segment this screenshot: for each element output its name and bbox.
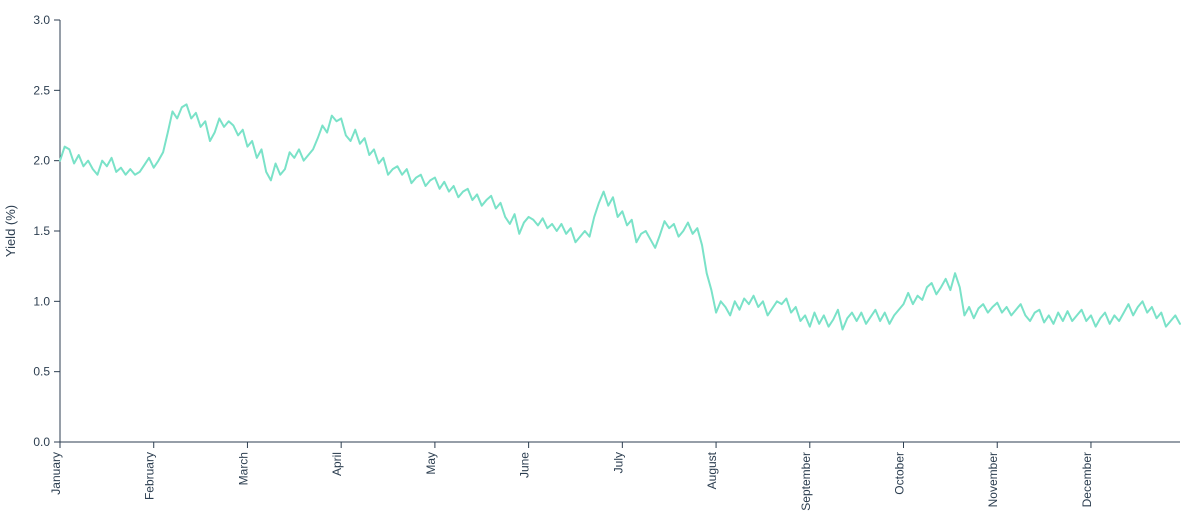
x-tick-label: June bbox=[518, 452, 532, 478]
y-tick-label: 1.5 bbox=[33, 224, 50, 238]
y-tick-label: 3.0 bbox=[33, 13, 50, 27]
x-tick-label: July bbox=[611, 452, 625, 473]
x-tick-label: November bbox=[986, 452, 1000, 507]
x-tick-label: April bbox=[330, 452, 344, 476]
x-tick-label: March bbox=[236, 452, 250, 485]
y-axis-label: Yield (%) bbox=[3, 205, 18, 257]
yield-series-line bbox=[60, 104, 1180, 329]
yield-line-chart: 0.0 0.5 1.0 1.5 2.0 2.5 3.0 January February Marc… bbox=[0, 0, 1200, 532]
chart-svg: 0.0 0.5 1.0 1.5 2.0 2.5 3.0 January February Marc… bbox=[0, 0, 1200, 532]
y-tick-label: 2.0 bbox=[33, 154, 50, 168]
x-tick-label: May bbox=[424, 452, 438, 475]
x-tick-label: February bbox=[143, 452, 157, 500]
x-tick-label: September bbox=[799, 452, 813, 511]
x-tick-label: October bbox=[893, 452, 907, 495]
x-tick-label: January bbox=[49, 452, 63, 495]
y-tick-label: 2.5 bbox=[33, 83, 50, 97]
y-tick-label: 1.0 bbox=[33, 294, 50, 308]
y-tick-label: 0.5 bbox=[33, 365, 50, 379]
y-tick-label: 0.0 bbox=[33, 435, 50, 449]
x-tick-label: August bbox=[705, 451, 719, 489]
x-tick-label: December bbox=[1080, 452, 1094, 507]
